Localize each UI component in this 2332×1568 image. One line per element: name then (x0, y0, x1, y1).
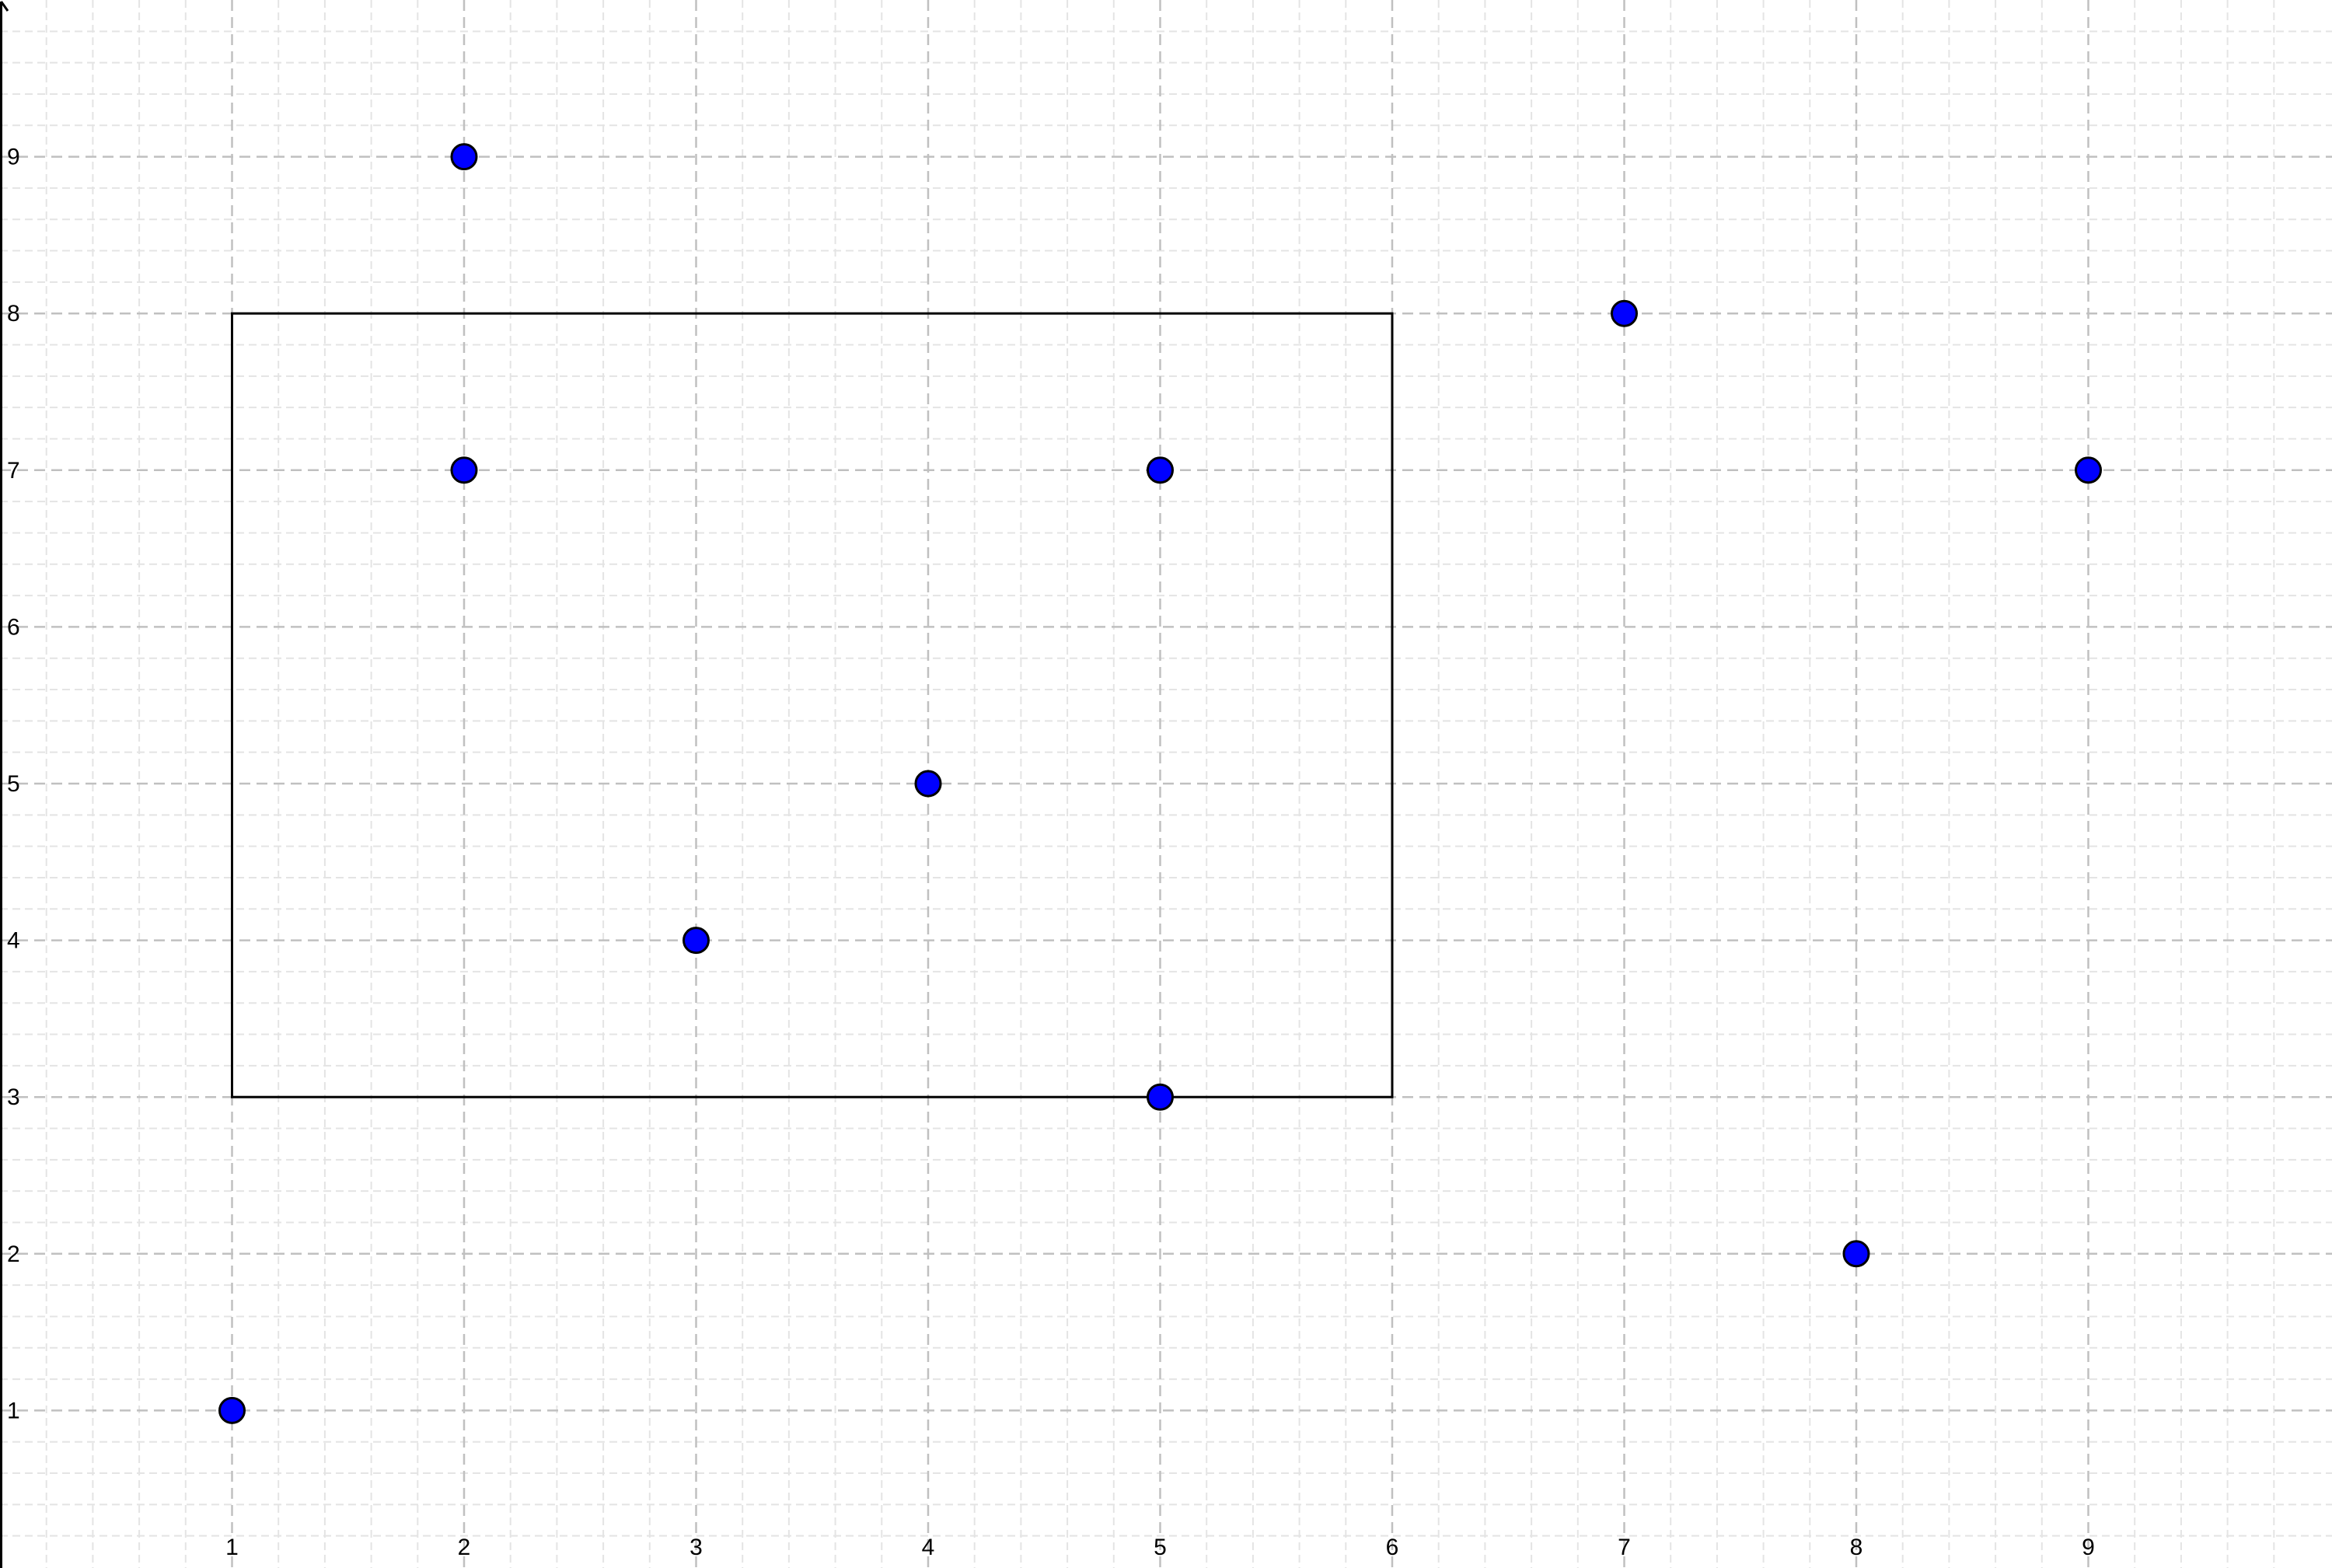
x-tick-label: 6 (1386, 1535, 1399, 1560)
data-point (450, 456, 478, 484)
x-tick-label: 8 (1850, 1535, 1863, 1560)
y-tick-label: 4 (7, 928, 20, 954)
data-point (450, 143, 478, 171)
x-tick-labels: 1 2 3 4 5 6 7 8 9 (225, 1535, 2095, 1560)
y-tick-label: 6 (7, 614, 20, 640)
data-point (218, 1396, 246, 1424)
y-tick-label: 7 (7, 458, 20, 484)
y-tick-label: 3 (7, 1084, 20, 1110)
x-tick-label: 3 (689, 1535, 703, 1560)
x-tick-label: 1 (225, 1535, 239, 1560)
data-point (2075, 456, 2102, 484)
data-point (914, 770, 942, 798)
x-tick-label: 5 (1154, 1535, 1167, 1560)
x-tick-label: 2 (458, 1535, 471, 1560)
y-tick-label: 1 (7, 1398, 20, 1423)
data-point (682, 927, 710, 955)
shapes (231, 312, 1394, 1098)
data-point (1147, 456, 1174, 484)
data-points (218, 143, 2102, 1424)
x-tick-label: 9 (2082, 1535, 2095, 1560)
x-tick-label: 4 (922, 1535, 935, 1560)
y-tick-label: 5 (7, 771, 20, 797)
x-tick-label: 7 (1618, 1535, 1631, 1560)
data-point (1611, 299, 1638, 327)
data-point (1147, 1083, 1174, 1111)
axes (0, 1, 9, 1568)
y-tick-labels: 1 2 3 4 5 6 7 8 9 (7, 145, 20, 1424)
y-tick-label: 8 (7, 301, 20, 327)
rectangle-shape (231, 312, 1394, 1098)
y-tick-label: 9 (7, 145, 20, 170)
y-axis-arrow (0, 1, 9, 12)
y-tick-label: 2 (7, 1241, 20, 1267)
data-point (1842, 1240, 1870, 1268)
